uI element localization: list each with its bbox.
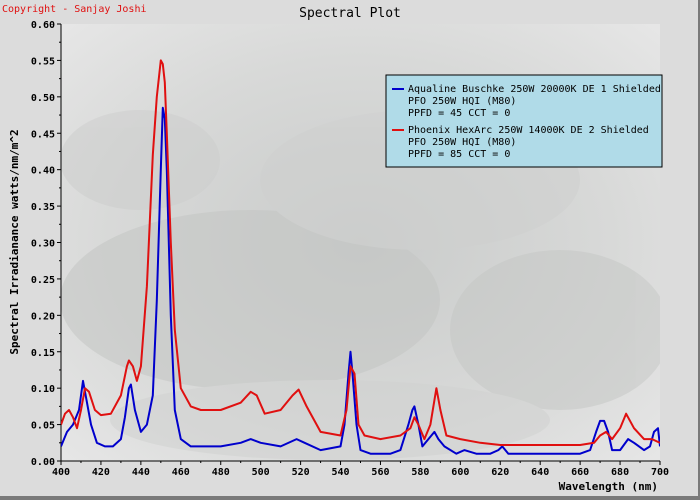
copyright-text: Copyright - Sanjay Joshi — [2, 4, 147, 15]
series-layer — [61, 59, 660, 455]
x-tick-label: 440 — [132, 467, 150, 478]
chart-title: Spectral Plot — [299, 6, 401, 21]
y-tick-label: 0.20 — [31, 311, 55, 322]
x-tick-label: 620 — [491, 467, 509, 478]
legend: Aqualine Buschke 250W 20000K DE 1 Shield… — [385, 74, 663, 168]
x-tick-label: 560 — [371, 467, 389, 478]
y-tick-label: 0.40 — [31, 166, 55, 177]
legend-series-1-line-3: PPFD = 45 CCT = 0 — [408, 108, 510, 119]
series-line-2 — [61, 59, 660, 446]
x-tick-label: 500 — [252, 467, 270, 478]
x-tick-label: 640 — [531, 467, 549, 478]
y-tick-label: 0.30 — [31, 239, 55, 250]
y-tick-label: 0.45 — [31, 129, 55, 140]
y-tick-label: 0.10 — [31, 384, 55, 395]
y-tick-label: 0.15 — [31, 348, 55, 359]
y-tick-label: 0.60 — [31, 20, 55, 31]
legend-series-1-line-1: Aqualine Buschke 250W 20000K DE 1 Shield… — [408, 84, 661, 95]
y-tick-label: 0.00 — [31, 457, 55, 468]
x-axis-label: Wavelength (nm) — [559, 480, 658, 493]
x-tick-label: 600 — [451, 467, 469, 478]
y-tick-label: 0.50 — [31, 93, 55, 104]
x-tick-label: 700 — [651, 467, 669, 478]
legend-series-2-line-3: PPFD = 85 CCT = 0 — [408, 149, 510, 160]
y-tick-label: 0.25 — [31, 275, 55, 286]
legend-series-2-line-1: Phoenix HexArc 250W 14000K DE 2 Shielded — [408, 125, 649, 136]
legend-series-2-line-2: PFO 250W HQI (M80) — [408, 137, 516, 148]
x-tick-label: 540 — [332, 467, 350, 478]
y-tick-label: 0.05 — [31, 421, 55, 432]
series-line-1 — [61, 106, 660, 455]
x-tick-label: 480 — [212, 467, 230, 478]
legend-box — [385, 74, 663, 168]
x-tick-label: 400 — [52, 467, 70, 478]
axes: 0.00 0.05 0.10 0.15 0.20 0.25 0.30 0.35 0.40 0.45… — [31, 20, 669, 478]
x-tick-label: 460 — [172, 467, 190, 478]
y-tick-label: 0.35 — [31, 202, 55, 213]
x-tick-label: 680 — [611, 467, 629, 478]
x-tick-label: 580 — [411, 467, 429, 478]
x-tick-label: 660 — [571, 467, 589, 478]
x-tick-label: 520 — [292, 467, 310, 478]
y-tick-label: 0.55 — [31, 56, 55, 67]
y-axis-label: Spectral Irradianance watts/nm/m^2 — [8, 129, 21, 354]
legend-series-1-line-2: PFO 250W HQI (M80) — [408, 96, 516, 107]
x-tick-label: 420 — [92, 467, 110, 478]
